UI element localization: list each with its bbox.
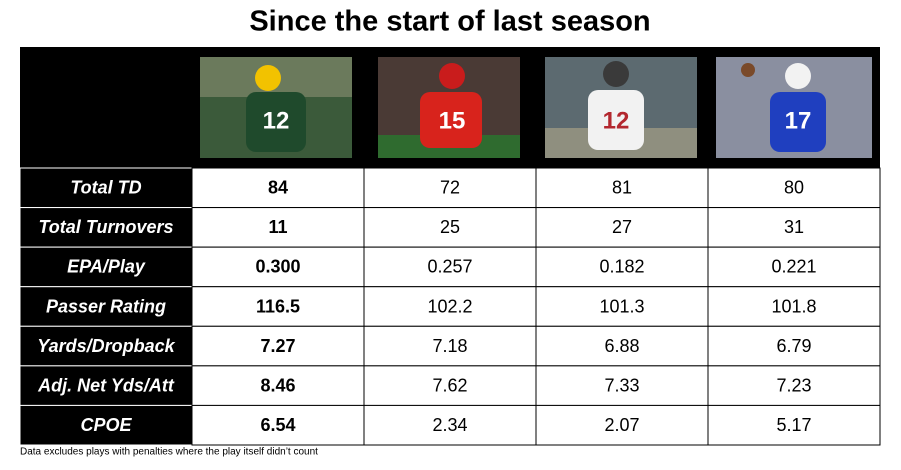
- row-label-cell: [19, 404, 193, 446]
- cell-value: 101.8: [771, 296, 816, 316]
- cell: [363, 404, 537, 446]
- cell-value: 8.46: [260, 375, 295, 395]
- cell: [191, 286, 365, 327]
- cell-value: 7.33: [604, 375, 639, 395]
- player-photo: 15: [378, 57, 520, 158]
- svg-text:12: 12: [603, 107, 630, 134]
- cell-value: 31: [784, 217, 804, 237]
- cell: [191, 404, 365, 446]
- row-label: Passer Rating: [46, 296, 166, 316]
- svg-text:15: 15: [439, 107, 466, 134]
- cell: [707, 365, 881, 406]
- player-photo: 17: [716, 57, 872, 158]
- cell-value: 7.62: [432, 375, 467, 395]
- cell: [535, 365, 709, 406]
- cell-value: 0.300: [255, 257, 300, 277]
- row-label-cell: [19, 207, 193, 248]
- cell-value: 84: [268, 178, 288, 198]
- cell: [363, 246, 537, 288]
- cell: [535, 207, 709, 248]
- cell-value: 25: [440, 217, 460, 237]
- cell: [363, 325, 537, 367]
- row-label: Adj. Net Yds/Att: [37, 375, 175, 395]
- row-label: CPOE: [80, 415, 132, 435]
- cell-value: 11: [268, 217, 287, 237]
- cell: [535, 167, 709, 209]
- player-photo: 12: [545, 57, 697, 158]
- cell-value: 6.88: [604, 336, 639, 356]
- title: Since the start of last season: [249, 6, 650, 38]
- cell: [363, 207, 537, 248]
- cell-value: 80: [784, 178, 804, 198]
- cell: [535, 246, 709, 288]
- cell: [535, 325, 709, 367]
- cell-value: 6.79: [776, 336, 811, 356]
- cell-value: 7.23: [776, 375, 811, 395]
- row-label-cell: [19, 365, 193, 406]
- cell-value: 116.5: [256, 296, 300, 316]
- row-label: Total Turnovers: [38, 217, 173, 237]
- cell-value: 0.182: [599, 257, 644, 277]
- footnote: Data excludes plays with penalties where…: [20, 447, 318, 458]
- cell-value: 72: [440, 178, 460, 198]
- player-photo: 12: [200, 57, 352, 158]
- cell: [707, 404, 881, 446]
- svg-text:17: 17: [785, 107, 812, 134]
- cell: [707, 246, 881, 288]
- cell-value: 27: [612, 217, 632, 237]
- cell-value: 5.17: [776, 415, 811, 435]
- cell: [191, 207, 365, 248]
- row-label-cell: [19, 246, 193, 288]
- cell: [707, 286, 881, 327]
- cell: [707, 207, 881, 248]
- row-label: Yards/Dropback: [37, 336, 175, 356]
- row-label: EPA/Play: [67, 257, 146, 277]
- cell-value: 0.257: [427, 257, 472, 277]
- cell: [363, 167, 537, 209]
- cell-value: 101.3: [599, 296, 644, 316]
- cell-value: 102.2: [427, 296, 472, 316]
- cell-value: 2.07: [604, 415, 639, 435]
- cell-value: 7.18: [432, 336, 467, 356]
- cell-value: 81: [612, 178, 632, 198]
- row-label-cell: [19, 286, 193, 327]
- cell-value: 6.54: [260, 415, 295, 435]
- svg-text:12: 12: [263, 107, 290, 134]
- row-label: Total TD: [70, 178, 141, 198]
- cell-value: 0.221: [771, 257, 816, 277]
- cell-value: 7.27: [260, 336, 295, 356]
- cell: [363, 365, 537, 406]
- cell: [707, 167, 881, 209]
- cell-value: 2.34: [432, 415, 467, 435]
- cell: [535, 286, 709, 327]
- cell: [535, 404, 709, 446]
